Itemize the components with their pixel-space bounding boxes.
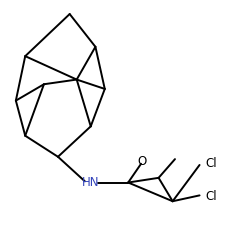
Text: Cl: Cl [206,157,217,170]
Text: HN: HN [82,176,100,189]
Text: Cl: Cl [206,190,217,203]
Text: O: O [138,155,147,168]
